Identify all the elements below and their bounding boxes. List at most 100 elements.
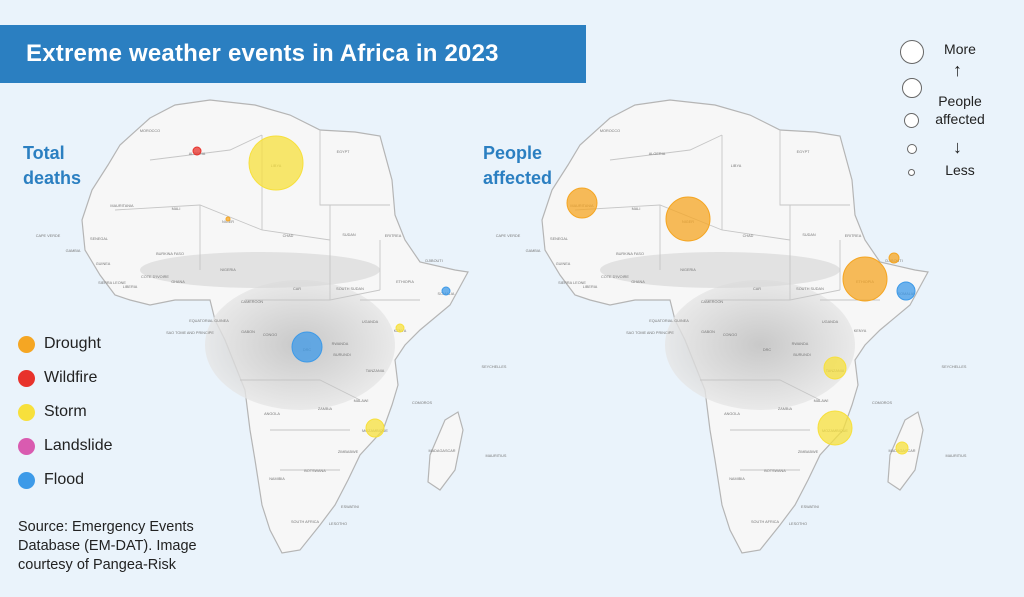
flood-dot-icon <box>18 471 35 489</box>
country-label-cote-d-ivoire-left: COTE D'IVOIRE <box>141 275 169 279</box>
size-legend: More ↑ People affected ↓ Less <box>896 36 1020 186</box>
legend-item-storm: Storm <box>18 395 113 429</box>
borders-left <box>114 130 420 471</box>
country-label-nigeria-right: NIGERIA <box>680 268 696 272</box>
country-label-guinea-right: GUINEA <box>556 262 571 266</box>
country-label-sudan-right: SUDAN <box>802 233 816 237</box>
forest-shade-right <box>665 280 855 410</box>
event-type-legend: Drought Wildfire Storm Landslide Flood <box>18 327 113 497</box>
legend-label: Landslide <box>44 437 113 454</box>
panel-label-affected-line1: People <box>483 143 543 163</box>
event-bubble-drought-ethiopia-affected <box>842 256 888 302</box>
country-label-equatorial-guinea-left: EQUATORIAL GUINEA <box>189 319 229 323</box>
event-bubble-flood-drc-deaths <box>291 331 323 363</box>
country-label-zambia-left: ZAMBIA <box>318 407 333 411</box>
panel-label-affected: People affected <box>483 141 552 191</box>
landslide-dot-icon <box>18 437 35 455</box>
country-label-guinea-left: GUINEA <box>96 262 111 266</box>
size-circle-xl-icon <box>900 40 924 64</box>
country-label-botswana-left: BOTSWANA <box>304 469 326 473</box>
country-label-sao-tome-and-principe-right: SAO TOME AND PRINCIPE <box>626 331 674 335</box>
event-bubble-storm-madagascar-affected <box>895 441 909 455</box>
event-bubble-storm-kenya-deaths <box>395 323 405 333</box>
country-label-senegal-right: SENEGAL <box>550 237 568 241</box>
country-label-egypt-right: EGYPT <box>797 150 811 154</box>
country-label-zimbabwe-left: ZIMBABWE <box>338 450 359 454</box>
country-label-eritrea-right: ERITREA <box>845 234 862 238</box>
country-label-gambia-left: GAMBIA <box>66 249 81 253</box>
country-label-comoros-right: COMOROS <box>872 401 893 405</box>
panel-label-deaths: Total deaths <box>23 141 81 191</box>
country-label-mauritius-right: MAURITIUS <box>946 454 967 458</box>
size-circle-s-icon <box>907 144 917 154</box>
country-label-cote-d-ivoire-right: COTE D'IVOIRE <box>601 275 629 279</box>
country-label-south-sudan-right: SOUTH SUDAN <box>796 287 824 291</box>
country-label-seychelles-left: SEYCHELLES <box>482 365 507 369</box>
country-label-burundi-right: BURUNDI <box>793 353 810 357</box>
country-label-malawi-right: MALAWI <box>814 399 829 403</box>
country-label-angola-right: ANGOLA <box>724 412 740 416</box>
country-label-liberia-left: LIBERIA <box>123 285 138 289</box>
country-label-car-left: CAR <box>293 287 301 291</box>
country-label-lesotho-left: LESOTHO <box>329 522 347 526</box>
size-circle-m-icon <box>904 113 919 128</box>
size-legend-metric-line2: affected <box>935 111 985 127</box>
event-bubble-flood-somalia-affected <box>896 281 916 301</box>
country-label-ethiopia-left: ETHIOPIA <box>396 280 414 284</box>
country-label-south-sudan-left: SOUTH SUDAN <box>336 287 364 291</box>
country-label-rwanda-left: RWANDA <box>332 342 349 346</box>
country-label-congo-right: CONGO <box>723 333 737 337</box>
country-label-car-right: CAR <box>753 287 761 291</box>
event-bubble-drought-niger-deaths <box>225 216 231 222</box>
country-label-botswana-right: BOTSWANA <box>764 469 786 473</box>
arrow-up-icon: ↑ <box>953 60 962 80</box>
country-label-sierra-leone-left: SIERRA LEONE <box>98 281 126 285</box>
country-label-south-africa-right: SOUTH AFRICA <box>751 520 780 524</box>
country-label-malawi-left: MALAWI <box>354 399 369 403</box>
wildfire-dot-icon <box>18 369 35 387</box>
size-circle-xs-icon <box>908 169 915 176</box>
country-label-morocco-right: MOROCCO <box>600 129 620 133</box>
country-label-cape-verde-left: CAPE VERDE <box>36 234 61 238</box>
country-label-burkina-faso-right: BURKINA FASO <box>616 252 644 256</box>
drought-dot-icon <box>18 335 35 353</box>
country-label-comoros-left: COMOROS <box>412 401 433 405</box>
country-label-gabon-right: GABON <box>701 330 715 334</box>
country-label-eritrea-left: ERITREA <box>385 234 402 238</box>
legend-item-wildfire: Wildfire <box>18 361 113 395</box>
country-label-uganda-right: UGANDA <box>822 320 839 324</box>
legend-label: Flood <box>44 471 85 488</box>
map-title: Extreme weather events in Africa in 2023 <box>26 40 499 67</box>
event-bubble-flood-somalia-deaths <box>441 286 451 296</box>
country-label-chad-right: CHAD <box>743 234 754 238</box>
legend-label: Drought <box>44 335 101 352</box>
country-label-lesotho-right: LESOTHO <box>789 522 807 526</box>
country-label-burundi-left: BURUNDI <box>333 353 350 357</box>
country-label-eswatini-right: ESWATINI <box>801 505 819 509</box>
size-legend-more: More <box>944 41 976 57</box>
legend-item-flood: Flood <box>18 463 113 497</box>
country-label-mali-left: MALI <box>172 207 181 211</box>
country-label-mauritania-left: MAURITANIA <box>110 204 134 208</box>
country-label-uganda-left: UGANDA <box>362 320 379 324</box>
country-label-mali-right: MALI <box>632 207 641 211</box>
country-label-madagascar-left: MADAGASCAR <box>428 449 455 453</box>
country-label-nigeria-left: NIGERIA <box>220 268 236 272</box>
country-label-sierra-leone-right: SIERRA LEONE <box>558 281 586 285</box>
size-legend-metric-line1: People <box>938 93 982 109</box>
country-label-seychelles-right: SEYCHELLES <box>942 365 967 369</box>
event-bubble-storm-mozambique-deaths <box>365 418 385 438</box>
country-label-south-africa-left: SOUTH AFRICA <box>291 520 320 524</box>
legend-item-drought: Drought <box>18 327 113 361</box>
country-label-senegal-left: SENEGAL <box>90 237 108 241</box>
legend-label: Wildfire <box>44 369 98 386</box>
country-label-algeria-right: ALGERIA <box>649 152 666 156</box>
country-label-congo-left: CONGO <box>263 333 277 337</box>
event-bubble-storm-tanzania-affected <box>823 356 847 380</box>
country-label-morocco-left: MOROCCO <box>140 129 160 133</box>
event-bubble-drought-niger-affected <box>665 196 711 242</box>
country-label-zambia-right: ZAMBIA <box>778 407 793 411</box>
country-label-ghana-left: GHANA <box>171 280 185 284</box>
event-bubble-storm-libya-deaths <box>248 135 304 191</box>
